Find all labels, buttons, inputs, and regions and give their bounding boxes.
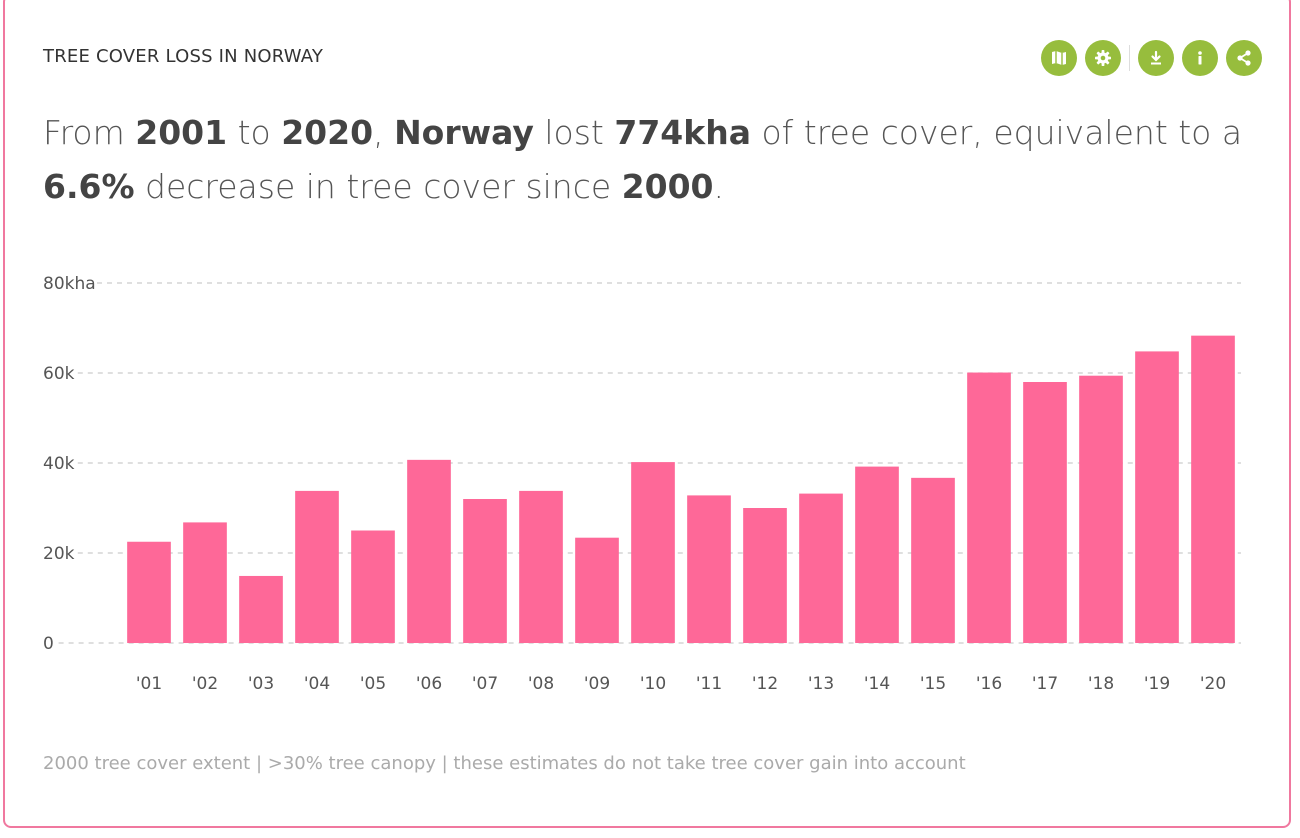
loss-percent: 6.6% (43, 167, 135, 206)
bar (911, 477, 955, 643)
bar (463, 499, 507, 643)
x-tick-label: '01 (136, 674, 162, 694)
x-tick-label: '09 (584, 674, 610, 694)
info-button[interactable] (1182, 40, 1218, 76)
base-year: 2000 (621, 167, 714, 206)
x-tick-label: '07 (472, 674, 498, 694)
share-icon (1235, 49, 1253, 67)
map-icon (1050, 49, 1068, 67)
bar (1135, 351, 1179, 643)
x-tick-label: '02 (192, 674, 218, 694)
gear-icon (1093, 48, 1113, 68)
country-name: Norway (394, 113, 534, 152)
bar (967, 372, 1011, 643)
x-tick-label: '08 (528, 674, 554, 694)
y-tick-label: 80kha (43, 274, 96, 294)
bar (239, 575, 283, 643)
bar (687, 495, 731, 643)
x-tick-label: '19 (1144, 674, 1170, 694)
sentence-text: of tree cover, equivalent to a (750, 113, 1243, 152)
map-button[interactable] (1041, 40, 1077, 76)
x-tick-label: '18 (1088, 674, 1114, 694)
footnote: 2000 tree cover extent | >30% tree canop… (43, 753, 966, 774)
toolbar-divider (1129, 45, 1130, 71)
bar (575, 537, 619, 643)
share-button[interactable] (1226, 40, 1262, 76)
bar (407, 459, 451, 643)
sentence-text: , (373, 113, 395, 152)
widget-toolbar (1041, 40, 1270, 76)
sentence-text: . (713, 167, 725, 206)
x-tick-label: '10 (640, 674, 666, 694)
sentence-text: decrease in tree cover since (134, 167, 622, 206)
sentence-text: lost (533, 113, 615, 152)
start-year: 2001 (135, 113, 228, 152)
x-tick-label: '14 (864, 674, 890, 694)
bar (351, 530, 395, 643)
bar (743, 508, 787, 643)
x-tick-label: '04 (304, 674, 330, 694)
y-tick-label: 60k (43, 364, 75, 384)
end-year: 2020 (281, 113, 374, 152)
y-tick-label: 0 (43, 634, 54, 654)
bar (127, 541, 171, 643)
download-icon (1147, 49, 1165, 67)
x-tick-label: '15 (920, 674, 946, 694)
x-tick-label: '20 (1200, 674, 1226, 694)
x-tick-label: '05 (360, 674, 386, 694)
bar (855, 466, 899, 643)
x-tick-label: '03 (248, 674, 274, 694)
x-tick-label: '12 (752, 674, 778, 694)
bar (519, 490, 563, 643)
tree-cover-loss-chart: 0 20k 40k 60k 80kha '01 '02 '03 '04 '05 '06 '07 '08 '… (43, 274, 1241, 694)
y-tick-label: 40k (43, 454, 75, 474)
bar (295, 490, 339, 643)
x-tick-label: '16 (976, 674, 1002, 694)
sentence-text: From (43, 113, 136, 152)
bar (631, 462, 675, 643)
bar (183, 522, 227, 643)
x-tick-label: '13 (808, 674, 834, 694)
summary-sentence: From 2001 to 2020, Norway lost 774kha of… (43, 106, 1243, 214)
bar (1079, 375, 1123, 643)
bar (1191, 335, 1235, 643)
widget-card: TREE COVER LOSS IN NORWAY (3, 0, 1291, 828)
download-button[interactable] (1138, 40, 1174, 76)
bar (1023, 382, 1067, 643)
x-tick-label: '11 (696, 674, 722, 694)
settings-button[interactable] (1085, 40, 1121, 76)
loss-amount: 774kha (614, 113, 751, 152)
sentence-text: to (227, 113, 282, 152)
x-tick-label: '06 (416, 674, 442, 694)
bar (799, 493, 843, 643)
info-icon (1191, 49, 1209, 67)
x-tick-label: '17 (1032, 674, 1058, 694)
y-tick-label: 20k (43, 544, 75, 564)
widget-title: TREE COVER LOSS IN NORWAY (43, 46, 324, 67)
